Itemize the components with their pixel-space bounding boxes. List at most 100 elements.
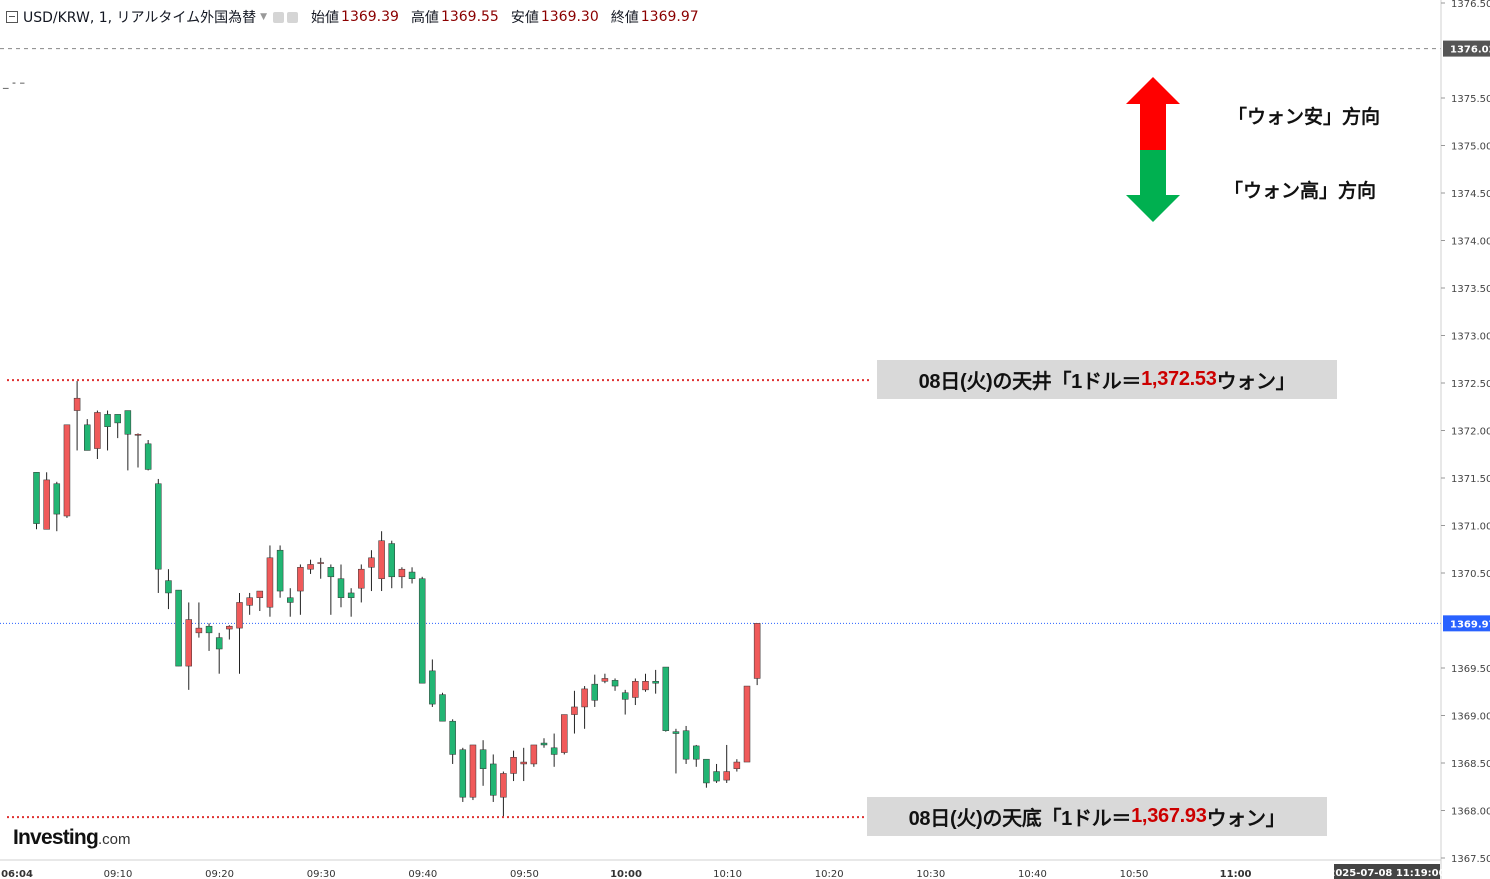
- time-tick-label: 10:20: [815, 869, 844, 879]
- arrow-up-shape: [1126, 77, 1180, 150]
- candle-body: [195, 627, 203, 634]
- price-tick-label: 1374.00: [1451, 237, 1490, 248]
- low-annotation-prefix: 08日(火)の天底「1ドル＝: [908, 808, 1132, 830]
- candle: [73, 381, 81, 451]
- price-tick-label: 1372.50: [1451, 379, 1490, 390]
- price-tick-label: 1367.50: [1451, 854, 1490, 865]
- time-tick-label: 10:00: [610, 869, 642, 879]
- candle-body: [601, 678, 609, 682]
- time-axis[interactable]: 06:04 09:10 09:20 09:30 09:40 09:50 10:00 10:10…: [0, 859, 1446, 879]
- high-label: 高値: [410, 10, 439, 26]
- low-annotation-value: 1,367.93: [1131, 805, 1207, 827]
- candle-body: [347, 592, 355, 598]
- candle: [287, 588, 294, 617]
- candle: [388, 540, 395, 589]
- candle-body: [490, 763, 497, 796]
- candle-body: [43, 479, 50, 530]
- candle: [185, 602, 192, 690]
- candle: [337, 564, 345, 608]
- candle-body: [449, 720, 456, 755]
- candle-body: [246, 597, 253, 606]
- logo-suffix: .com: [97, 831, 131, 848]
- candle: [652, 669, 659, 694]
- candle-body: [175, 589, 182, 667]
- settings-icon[interactable]: [287, 11, 299, 23]
- time-cursor-label: 2025-07-08 11:19:00: [1328, 868, 1445, 879]
- candle: [104, 410, 111, 451]
- time-tick-label: 09:50: [510, 869, 539, 879]
- symbol-title[interactable]: USD/KRW, 1, リアルタイム外国為替: [23, 10, 257, 26]
- high-annotation: 08日(火)の天井「1ドル＝ 1,372.53 ウォン」: [877, 360, 1337, 399]
- chevron-down-icon[interactable]: ▼: [260, 12, 268, 22]
- time-tick-label: 09:20: [205, 869, 234, 879]
- candle-body: [550, 747, 558, 755]
- price-tick-label: 1369.00: [1451, 712, 1490, 723]
- candle: [317, 557, 324, 579]
- candle-body: [337, 578, 345, 598]
- candles[interactable]: [33, 381, 761, 817]
- candle: [581, 686, 588, 729]
- candle: [611, 678, 619, 691]
- candle: [682, 725, 690, 764]
- candle: [510, 750, 517, 782]
- indicator-legend[interactable]: _ - –: [3, 76, 25, 89]
- candle: [256, 590, 264, 611]
- candle-body: [571, 706, 578, 715]
- candle: [215, 632, 223, 674]
- candle: [550, 733, 558, 767]
- candle-body: [479, 749, 487, 769]
- candle-body: [662, 666, 670, 731]
- time-tick-label: 10:50: [1120, 869, 1149, 879]
- candle: [753, 623, 761, 686]
- collapse-icon[interactable]: [6, 11, 18, 23]
- candle-body: [388, 543, 395, 578]
- candle: [571, 690, 578, 734]
- candle: [378, 531, 385, 592]
- candle-body: [652, 681, 659, 684]
- time-cursor-badge: [1334, 864, 1440, 879]
- candle-body: [439, 694, 446, 722]
- candle-body: [459, 749, 467, 798]
- time-tick-label: 06:04: [1, 869, 33, 879]
- time-tick-label: 10:40: [1018, 869, 1047, 879]
- candle: [94, 410, 101, 459]
- candle: [479, 740, 487, 786]
- candle: [33, 472, 40, 530]
- price-tick-label: 1373.00: [1451, 332, 1490, 343]
- candle-body: [723, 771, 730, 781]
- price-badge: [1443, 615, 1490, 632]
- candle: [469, 744, 477, 801]
- eye-icon[interactable]: [273, 11, 285, 23]
- candle: [561, 714, 568, 755]
- investing-logo: Investing.com: [13, 826, 131, 850]
- candle-body: [297, 567, 304, 592]
- time-tick-label: 10:10: [713, 869, 742, 879]
- candle: [439, 692, 446, 722]
- candle: [246, 592, 253, 615]
- weak-won-label: 「ウォン安」方向: [1228, 107, 1381, 128]
- arrow-down-shape: [1126, 150, 1180, 222]
- price-axis[interactable]: 1376.50 1376.02 1375.50 1375.00 1374.50 1374.…: [1440, 0, 1490, 879]
- candle-body: [134, 434, 142, 436]
- time-tick-label: 09:40: [408, 869, 437, 879]
- candle: [134, 433, 142, 468]
- candle-body: [144, 443, 152, 470]
- candle: [114, 414, 121, 439]
- high-annotation-prefix: 08日(火)の天井「1ドル＝: [918, 371, 1142, 393]
- time-tick-label: 11:00: [1220, 869, 1252, 879]
- candle: [621, 689, 629, 715]
- candle-body: [104, 414, 111, 427]
- high-value: 1369.55: [440, 9, 499, 25]
- time-tick-label: 10:30: [916, 869, 945, 879]
- candle: [266, 545, 274, 617]
- candle-body: [368, 557, 375, 568]
- candle-body: [469, 744, 477, 798]
- candle: [408, 567, 416, 584]
- candle-body: [733, 761, 741, 769]
- candle: [84, 419, 91, 451]
- candle: [195, 602, 203, 638]
- price-tick-label: 1368.50: [1451, 759, 1490, 770]
- candle: [723, 744, 730, 783]
- candle: [347, 588, 355, 617]
